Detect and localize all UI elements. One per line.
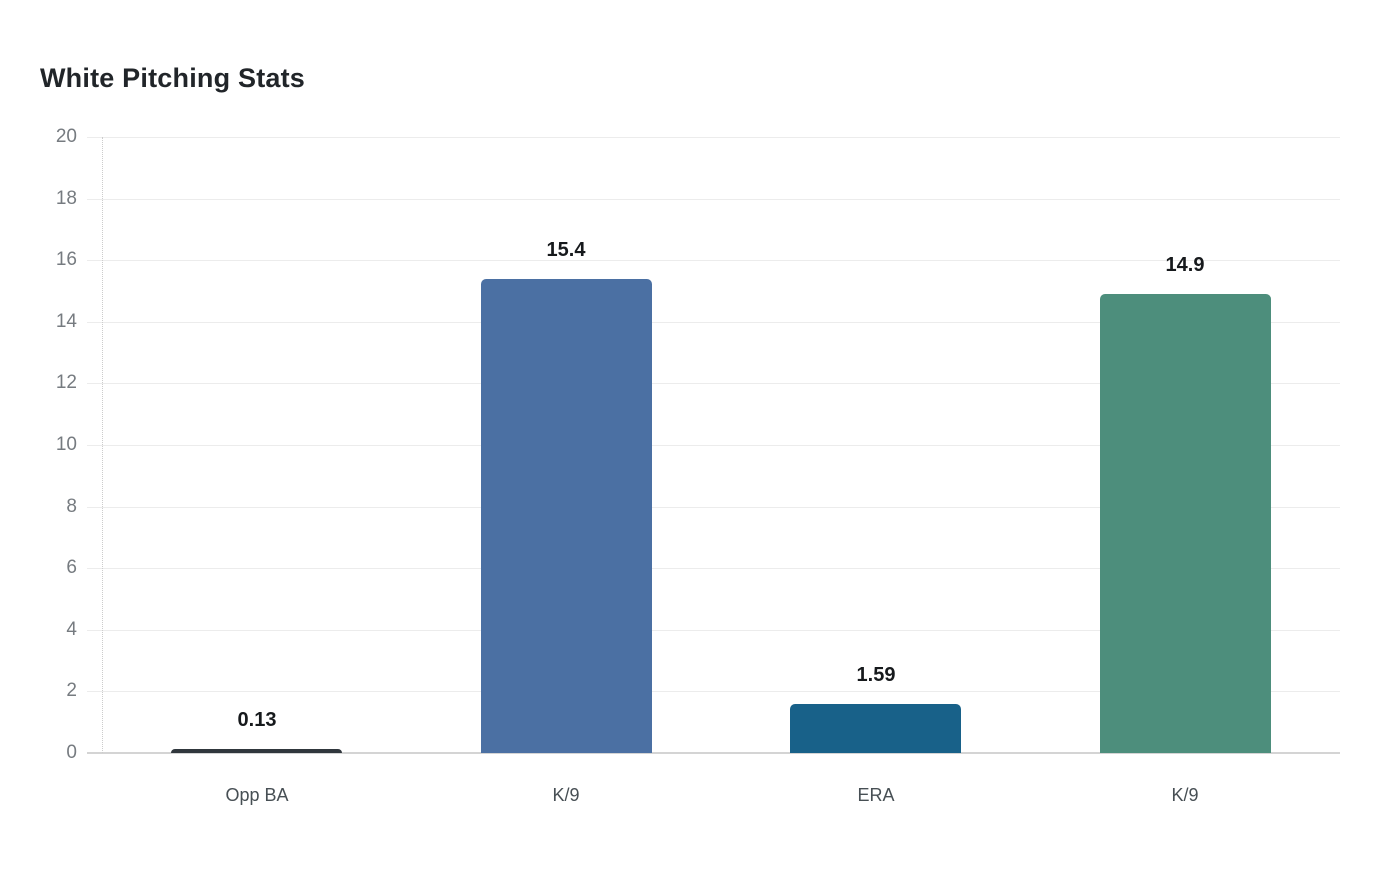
bar-value-label: 14.9 xyxy=(1165,254,1205,276)
y-tick-label: 0 xyxy=(66,742,77,763)
y-tick-label: 20 xyxy=(55,126,77,147)
y-tick-label: 12 xyxy=(55,372,77,394)
y-gridline xyxy=(87,321,1340,323)
y-tick-label: 16 xyxy=(55,249,77,271)
bar xyxy=(790,704,961,753)
bar-value-label: 0.13 xyxy=(237,709,277,731)
y-gridline xyxy=(87,568,1340,570)
bar xyxy=(481,279,652,753)
y-gridline xyxy=(87,445,1340,446)
bar xyxy=(171,749,342,753)
x-category-label: Opp BA xyxy=(225,785,289,805)
chart-title: White Pitching Stats xyxy=(40,63,306,93)
bar xyxy=(1100,294,1271,753)
y-gridline xyxy=(87,691,1340,693)
x-category-label: ERA xyxy=(857,785,895,805)
x-axis-baseline xyxy=(87,752,1340,754)
y-tick-label: 14 xyxy=(55,310,77,332)
y-tick-label: 4 xyxy=(66,618,77,640)
y-gridline xyxy=(87,629,1340,631)
y-tick-label: 18 xyxy=(55,187,77,209)
y-gridline xyxy=(87,198,1340,200)
x-category-label: K/9 xyxy=(552,785,580,805)
bar-value-label: 15.4 xyxy=(546,239,586,261)
y-tick-label: 2 xyxy=(66,680,77,702)
y-tick-label: 8 xyxy=(66,495,77,517)
y-gridline xyxy=(87,260,1340,262)
y-tick-label: 6 xyxy=(66,557,77,579)
bar-value-label: 1.59 xyxy=(856,664,896,686)
y-gridline xyxy=(87,506,1340,508)
y-gridline xyxy=(87,383,1340,385)
y-gridline xyxy=(87,137,1340,138)
x-category-label: K/9 xyxy=(1171,785,1199,805)
y-tick-label: 10 xyxy=(55,434,77,455)
y-axis-line xyxy=(102,137,103,753)
